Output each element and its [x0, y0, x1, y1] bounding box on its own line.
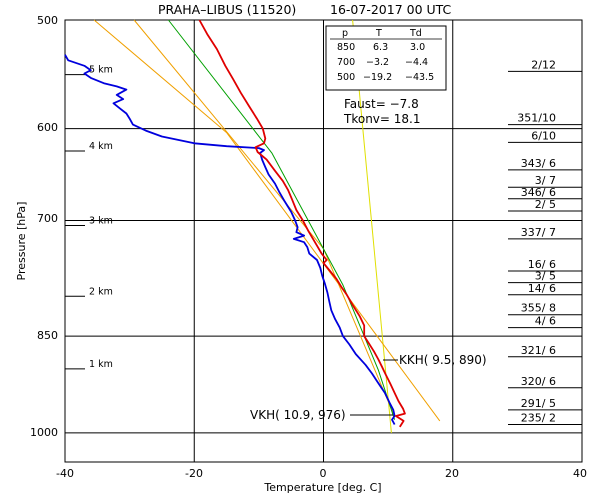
wind-label: 3/ 5: [535, 270, 556, 283]
grid: [64, 19, 583, 462]
wind-label: 346/ 6: [521, 186, 556, 199]
x-axis-label: Temperature [deg. C]: [263, 481, 381, 494]
vkh-label: VKH( 10.9, 976): [250, 408, 346, 422]
y-tick-label: 1000: [30, 426, 58, 439]
wind-label: 321/ 6: [521, 344, 556, 357]
profile-lines: [64, 19, 441, 433]
height-label: 3 km: [89, 216, 113, 227]
y-tick-label: 600: [37, 121, 58, 134]
wind-label: 351/10: [517, 112, 556, 125]
series-t-line: [198, 19, 406, 428]
table-cell: 3.0: [410, 42, 425, 53]
height-markers: 5 km 4 km 3 km 2 km 1 km: [65, 65, 113, 370]
wind-label: 2/ 5: [535, 198, 556, 211]
series-moist-adiabat-line: [168, 19, 396, 420]
wind-label: 337/ 7: [521, 226, 556, 239]
y-axis: 500 600 700 850 1000 Pressure [hPa]: [15, 14, 58, 439]
wind-label: 14/ 6: [528, 282, 556, 295]
chart-datetime: 16-07-2017 00 UTC: [330, 2, 452, 17]
x-tick-label: -20: [185, 467, 203, 480]
sounding-table: p T Td 850 6.3 3.0 700 −3.2 −4.4 500 −19…: [325, 25, 447, 91]
table-cell: −4.4: [405, 57, 428, 68]
table-cell: 6.3: [373, 42, 388, 53]
table-cell: 500: [337, 72, 355, 83]
table-cell: 700: [337, 57, 355, 68]
wind-label: 291/ 5: [521, 397, 556, 410]
wind-label: 355/ 8: [521, 302, 556, 315]
wind-label: 320/ 6: [521, 375, 556, 388]
table-cell: 850: [337, 42, 355, 53]
faust-index: Faust= −7.8: [344, 97, 419, 111]
height-label: 1 km: [89, 359, 113, 370]
chart-title: PRAHA–LIBUS (11520): [158, 2, 296, 17]
table-cell: −3.2: [366, 57, 389, 68]
wind-label: 3/ 7: [535, 174, 556, 187]
x-tick-label: -40: [56, 467, 74, 480]
x-tick-label: 0: [320, 467, 327, 480]
wind-label: 235/ 2: [521, 412, 556, 425]
wind-label: 6/10: [531, 129, 556, 142]
wind-label: 343/ 6: [521, 157, 556, 170]
x-axis: -40 -20 0 20 40 Temperature [deg. C]: [56, 467, 587, 494]
x-tick-label: 40: [573, 467, 587, 480]
wind-label: 16/ 6: [528, 258, 556, 271]
series-dry-adiabat-1-line: [93, 19, 441, 422]
height-label: 5 km: [89, 65, 113, 76]
level-annotations: KKH( 9.5, 890) VKH( 10.9, 976): [250, 353, 487, 422]
y-axis-label: Pressure [hPa]: [15, 202, 28, 281]
y-tick-label: 700: [37, 212, 58, 225]
table-header-t: T: [375, 28, 382, 39]
tkonv-index: Tkonv= 18.1: [343, 112, 421, 126]
height-label: 4 km: [89, 141, 113, 152]
kkh-label: KKH( 9.5, 890): [399, 353, 487, 367]
wind-label: 2/12: [531, 58, 556, 71]
height-label: 2 km: [89, 286, 113, 297]
y-tick-label: 850: [37, 329, 58, 342]
wind-label: 4/ 6: [535, 315, 556, 328]
table-cell: −43.5: [405, 72, 434, 83]
table-cell: −19.2: [363, 72, 392, 83]
x-tick-label: 20: [445, 467, 459, 480]
y-tick-label: 500: [37, 14, 58, 27]
sounding-table-box: [325, 25, 447, 91]
series-td-line: [64, 54, 396, 425]
table-header-p: p: [342, 28, 348, 39]
table-header-td: Td: [409, 28, 422, 39]
